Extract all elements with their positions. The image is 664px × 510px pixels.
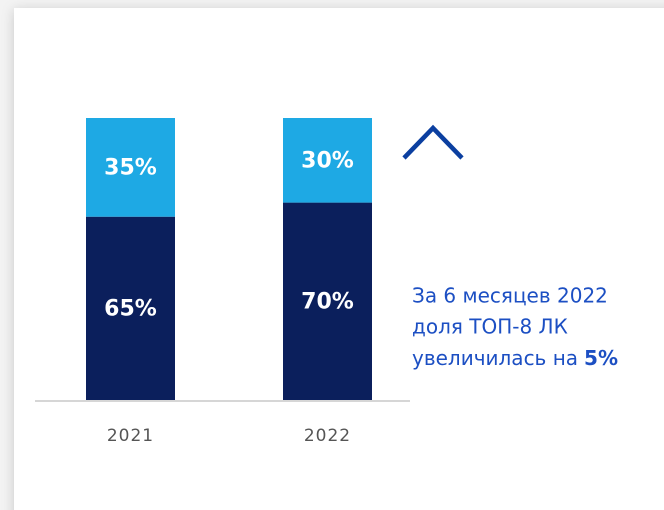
bar-segment	[86, 118, 175, 217]
annotation-highlight: 5%	[584, 346, 618, 370]
value-label: 65%	[104, 296, 157, 321]
annotation-line: доля ТОП-8 ЛК	[412, 315, 568, 339]
annotation-line: За 6 месяцев 2022	[412, 284, 608, 308]
x-tick-label: 2021	[107, 426, 154, 446]
annotation-text: увеличилась на	[412, 346, 578, 370]
value-label: 35%	[104, 155, 157, 180]
bar-segment	[283, 202, 372, 400]
arrow-head	[402, 124, 464, 160]
annotation-line: увеличилась на 5%	[412, 346, 618, 370]
value-label: 70%	[301, 289, 354, 314]
x-tick-label: 2022	[304, 426, 351, 446]
bar-segment	[283, 118, 372, 203]
bar-segment	[86, 216, 175, 400]
value-label: 30%	[301, 148, 354, 173]
annotation: За 6 месяцев 2022 доля ТОП-8 ЛК увеличил…	[412, 284, 618, 370]
